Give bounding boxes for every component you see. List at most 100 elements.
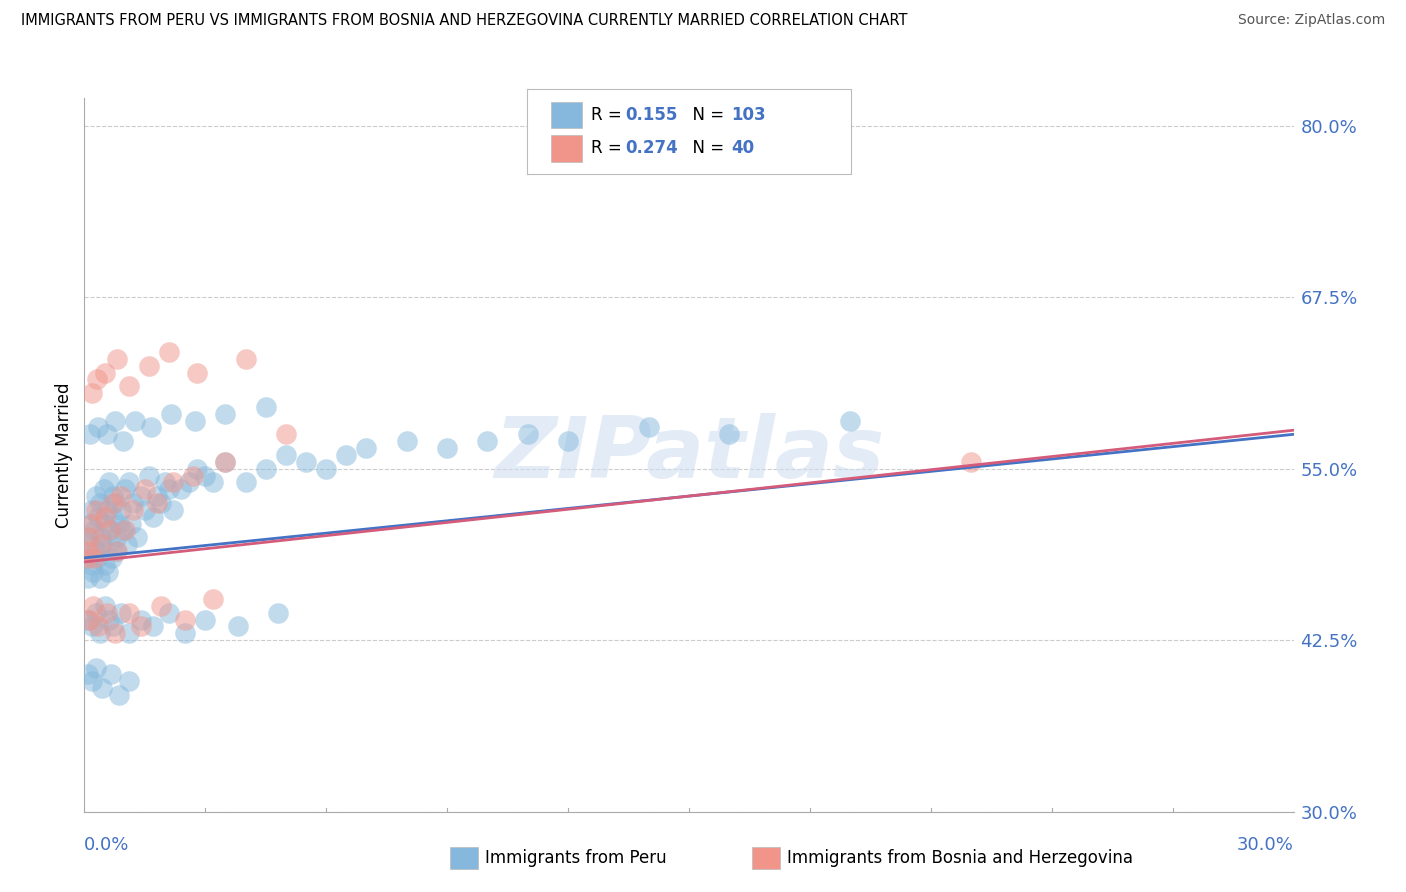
Point <box>93 558 115 572</box>
Point <box>395 434 418 449</box>
Text: 40: 40 <box>731 139 754 157</box>
Point <box>101 496 124 510</box>
Point <box>96 606 118 620</box>
Point <box>157 482 180 496</box>
Point <box>97 613 120 627</box>
Point <box>138 359 160 373</box>
Text: Immigrants from Peru: Immigrants from Peru <box>485 849 666 867</box>
Point <box>146 496 169 510</box>
Point <box>356 441 378 455</box>
Point <box>76 667 98 681</box>
Point <box>157 345 180 359</box>
Point <box>79 516 101 531</box>
Point <box>80 558 103 572</box>
Text: N =: N = <box>682 139 730 157</box>
Point <box>186 461 208 475</box>
Y-axis label: Currently Married: Currently Married <box>55 382 73 528</box>
Point <box>104 544 127 558</box>
Point <box>110 489 132 503</box>
Point <box>254 461 277 475</box>
Point <box>101 619 124 633</box>
Point <box>267 606 290 620</box>
Point <box>149 496 172 510</box>
Point <box>157 606 180 620</box>
Point <box>93 482 115 496</box>
Point <box>77 613 100 627</box>
Text: ZIPatlas: ZIPatlas <box>494 413 884 497</box>
Point <box>89 496 111 510</box>
Point <box>184 414 207 428</box>
Point <box>110 503 132 517</box>
Point <box>202 475 225 490</box>
Point <box>82 516 104 531</box>
Point <box>214 455 236 469</box>
Point <box>76 571 98 585</box>
Point <box>86 372 108 386</box>
Point <box>226 619 249 633</box>
Point <box>146 489 169 503</box>
Point <box>104 414 127 428</box>
Point <box>105 544 128 558</box>
Point <box>86 503 108 517</box>
Point <box>186 366 208 380</box>
Point <box>103 509 125 524</box>
Point <box>214 455 236 469</box>
Text: N =: N = <box>682 106 730 124</box>
Text: 0.274: 0.274 <box>626 139 679 157</box>
Point <box>162 503 184 517</box>
Point <box>142 619 165 633</box>
Point <box>121 496 143 510</box>
Text: IMMIGRANTS FROM PERU VS IMMIGRANTS FROM BOSNIA AND HERZEGOVINA CURRENTLY MARRIED: IMMIGRANTS FROM PERU VS IMMIGRANTS FROM … <box>21 13 908 29</box>
Point <box>98 537 121 551</box>
Point <box>97 565 120 579</box>
Point <box>274 427 297 442</box>
Point <box>153 475 176 490</box>
Point <box>82 503 104 517</box>
Point <box>75 550 97 565</box>
Point <box>77 537 100 551</box>
Point <box>87 619 110 633</box>
Point <box>202 592 225 607</box>
Point <box>118 606 141 620</box>
Point <box>84 544 107 558</box>
Point <box>77 613 100 627</box>
Point <box>125 530 148 544</box>
Point <box>84 660 107 674</box>
Point <box>335 448 357 462</box>
Point <box>477 434 499 449</box>
Point <box>97 524 120 538</box>
Point <box>142 509 165 524</box>
Point <box>315 461 337 475</box>
Point <box>114 524 136 538</box>
Point <box>80 674 103 689</box>
Point <box>90 530 112 544</box>
Point <box>96 503 118 517</box>
Point <box>149 599 172 613</box>
Point <box>134 503 156 517</box>
Point <box>111 524 134 538</box>
Point <box>104 496 127 510</box>
Point <box>96 427 118 442</box>
Point <box>436 441 458 455</box>
Point <box>79 530 101 544</box>
Point <box>120 516 142 531</box>
Point <box>82 565 104 579</box>
Point <box>139 420 162 434</box>
Point <box>97 475 120 490</box>
Point <box>107 688 129 702</box>
Point <box>107 516 129 531</box>
Point <box>254 400 277 414</box>
Point <box>557 434 579 449</box>
Point <box>89 571 111 585</box>
Text: 0.155: 0.155 <box>626 106 678 124</box>
Point <box>174 613 197 627</box>
Point <box>960 455 983 469</box>
Point <box>274 448 297 462</box>
Point <box>235 475 257 490</box>
Point <box>110 606 132 620</box>
Text: R =: R = <box>591 106 627 124</box>
Point <box>129 619 152 633</box>
Point <box>115 537 138 551</box>
Point <box>101 489 124 503</box>
Point <box>134 482 156 496</box>
